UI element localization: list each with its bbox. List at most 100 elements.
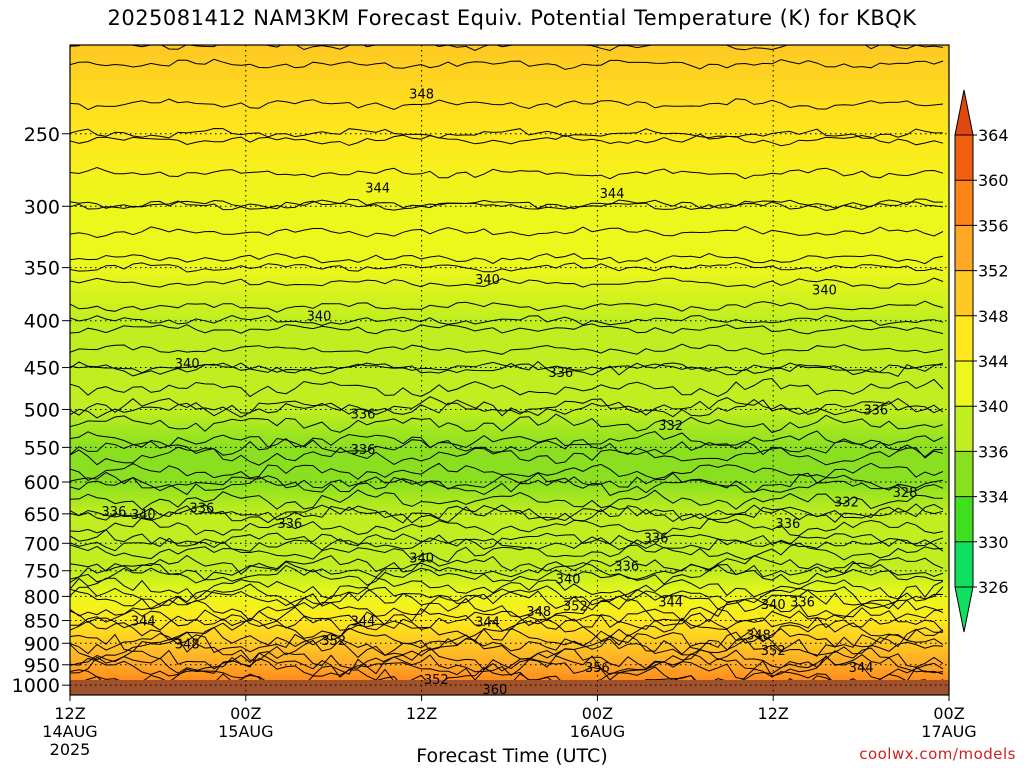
contour-line (70, 647, 944, 671)
contour-label: 336 (790, 595, 815, 610)
contour-label: 340 (475, 273, 500, 288)
contour-line (70, 200, 944, 212)
colorbar-label: 352 (978, 262, 1009, 281)
contour-line (70, 437, 944, 458)
contour-line (70, 261, 944, 273)
contour-label: 332 (834, 495, 859, 510)
y-tick-label: 350 (24, 258, 60, 280)
x-tick-label: 14AUG (42, 722, 97, 741)
y-tick-label: 450 (24, 358, 60, 380)
contour-label: 336 (351, 407, 376, 422)
y-tick-label: 800 (24, 586, 60, 608)
contour-label: 344 (351, 615, 376, 630)
colorbar-bottom-arrow (954, 586, 974, 633)
contour-line (70, 98, 944, 111)
y-tick-label: 1000 (12, 675, 60, 697)
colorbar-label: 340 (978, 397, 1009, 416)
x-tick-label: 16AUG (570, 722, 625, 741)
contour-label: 344 (365, 181, 390, 196)
contour-label: 344 (475, 615, 500, 630)
contour-label: 336 (775, 517, 800, 532)
contour-line (70, 45, 944, 52)
contour-line (70, 471, 944, 494)
y-tick-label: 600 (24, 472, 60, 494)
y-axis: 2503003504004505005506006507007508008509… (12, 124, 70, 697)
y-tick-label: 300 (24, 196, 60, 218)
colorbar-top-arrow (954, 89, 974, 136)
colorbar-segment (955, 225, 973, 271)
contour-label: 328 (893, 486, 918, 501)
colorbar-segment (955, 180, 973, 226)
contour-line (70, 430, 944, 450)
contour-line (70, 476, 944, 497)
x-tick-label: 2025 (50, 740, 91, 759)
contour-label: 336 (548, 366, 573, 381)
contour-line (70, 413, 944, 434)
y-tick-label: 750 (24, 561, 60, 583)
contour-line (70, 377, 944, 398)
contour-label: 336 (863, 403, 888, 418)
colorbar-segment (955, 270, 973, 316)
y-tick-label: 850 (24, 611, 60, 633)
colorbar-label: 336 (978, 442, 1009, 461)
contour-label: 344 (600, 187, 625, 202)
chart-title: 2025081412 NAM3KM Forecast Equiv. Potent… (107, 6, 917, 30)
contour-label: 360 (482, 683, 507, 698)
plot-area: 348 344 344 340 340 340 340 336 336 332 336 336 336 3… (69, 44, 950, 698)
contour-line (70, 446, 944, 466)
contour-label: 340 (175, 357, 200, 372)
y-tick-label: 900 (24, 633, 60, 655)
contour-label: 340 (307, 310, 332, 325)
contour-line (70, 597, 944, 622)
contour-label: 336 (189, 502, 214, 517)
contour-label: 336 (102, 505, 127, 520)
x-tick-label: 15AUG (218, 722, 273, 741)
contour-label: 344 (658, 595, 683, 610)
credit-text: coolwx.com/models (859, 745, 1016, 763)
contour-line (70, 314, 944, 326)
contour-line (70, 133, 944, 147)
contour-line (70, 517, 944, 537)
colorbar-label: 348 (978, 307, 1009, 326)
contour-line (70, 637, 944, 661)
contour-line (70, 198, 943, 210)
colorbar-label: 364 (978, 126, 1009, 145)
contour-label: 344 (849, 661, 874, 676)
y-tick-label: 650 (24, 504, 60, 526)
contour-line (70, 503, 944, 524)
colorbar-label: 344 (978, 352, 1009, 371)
x-tick-label: 12Z (758, 704, 789, 723)
contour-label: 348 (526, 605, 551, 620)
contour-line (70, 656, 944, 681)
ground-bar (70, 680, 949, 695)
colorbar-segment (955, 451, 973, 497)
y-tick-label: 400 (24, 311, 60, 333)
contour-line (70, 323, 944, 335)
contour-line (70, 529, 944, 551)
contour-line (70, 225, 944, 239)
contour-label: 352 (563, 599, 588, 614)
contour-line (70, 630, 944, 657)
contour-line (70, 343, 944, 355)
contour-line (70, 542, 944, 563)
contour-line (70, 666, 944, 687)
colorbar-label: 360 (978, 171, 1009, 190)
contour-label: 356 (585, 661, 610, 676)
colorbar-label: 356 (978, 216, 1009, 235)
colorbar-segment (955, 361, 973, 407)
x-axis-label: Forecast Time (UTC) (416, 745, 608, 767)
colorbar-label: 326 (978, 578, 1009, 597)
contour-line (70, 58, 944, 70)
contour-label: 340 (761, 598, 786, 613)
contour-line (70, 166, 944, 180)
y-tick-label: 950 (24, 655, 60, 677)
contour-line (70, 560, 944, 581)
plot-frame (69, 44, 950, 696)
contour-line (70, 252, 944, 265)
contour-line (70, 554, 944, 575)
contour-line (70, 587, 944, 611)
x-tick-label: 00Z (582, 704, 613, 723)
contour-label: 348 (409, 88, 434, 103)
contour-label: 340 (556, 573, 581, 588)
